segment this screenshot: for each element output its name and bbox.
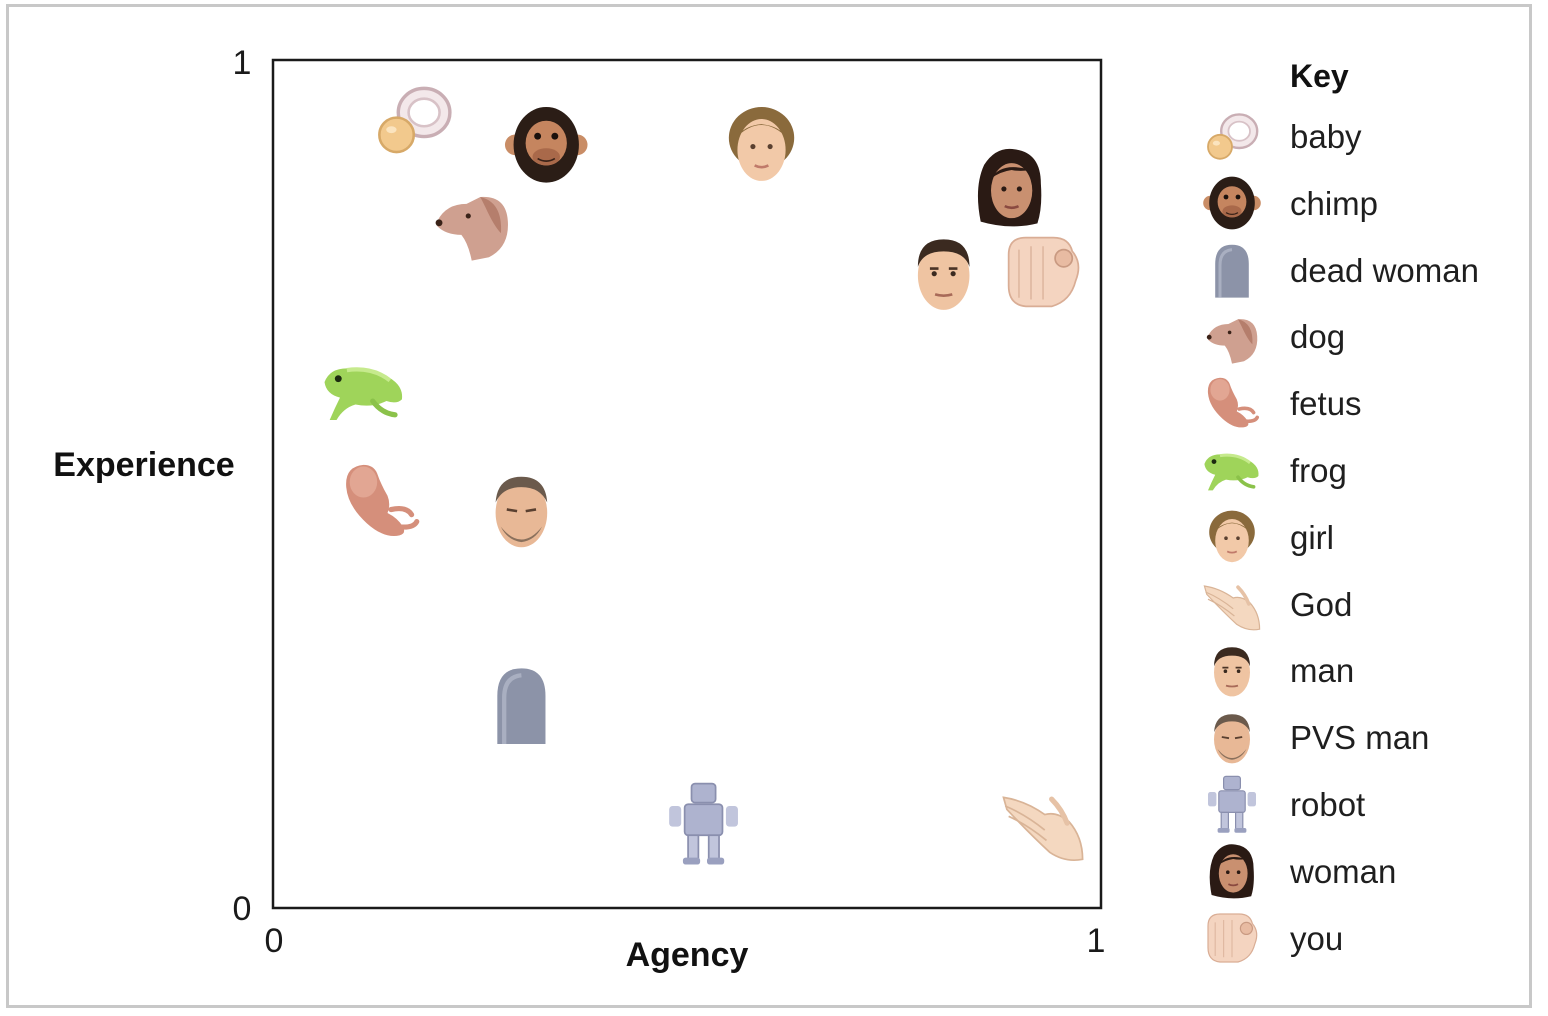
legend-item-dead-woman: dead woman	[1196, 240, 1516, 300]
frog-icon	[1202, 452, 1261, 493]
legend-item-you: you	[1196, 908, 1516, 968]
point-woman: woman	[976, 147, 1043, 228]
robot-icon	[1207, 775, 1257, 834]
x-axis-title: Agency	[626, 936, 749, 974]
pvs-man-icon	[494, 475, 549, 549]
legend-label: dog	[1290, 318, 1346, 356]
y-tick-label-min: 0	[233, 890, 252, 928]
legend-item-god: God	[1196, 574, 1516, 634]
legend-label: frog	[1290, 452, 1347, 489]
legend-item-girl: girl	[1196, 507, 1516, 567]
legend-item-baby: baby	[1196, 106, 1516, 166]
chimp-icon	[1202, 175, 1262, 230]
point-dead-woman: dead woman	[497, 668, 545, 744]
tombstone-icon	[497, 668, 545, 744]
legend-item-frog: frog	[1196, 440, 1516, 500]
y-axis-title: Experience	[53, 446, 234, 484]
legend-item-fetus: fetus	[1196, 373, 1516, 433]
dog-icon	[1206, 319, 1258, 364]
legend-label: chimp	[1290, 184, 1379, 222]
legend-title: Key	[1290, 58, 1349, 94]
legend-item-woman: woman	[1196, 841, 1516, 901]
pacifier-icon	[1206, 113, 1259, 161]
woman-icon	[976, 147, 1043, 228]
girl-icon	[1208, 509, 1256, 563]
legend-label: baby	[1290, 118, 1362, 155]
pointing-hand-icon	[1007, 236, 1080, 308]
legend-label: woman	[1290, 852, 1397, 890]
fetus-icon	[1206, 376, 1259, 430]
legend-label: dead woman	[1290, 251, 1479, 289]
pvs-man-icon	[1213, 713, 1251, 765]
tombstone-icon	[1213, 242, 1251, 299]
point-man: man	[916, 238, 971, 312]
legend-label: girl	[1290, 518, 1335, 556]
hands-icon	[1202, 583, 1262, 632]
point-you: you	[1007, 236, 1080, 308]
legend-item-dog: dog	[1196, 306, 1516, 366]
man-icon	[1213, 646, 1251, 698]
legend-item-robot: robot	[1196, 774, 1516, 834]
legend-label: PVS man	[1290, 719, 1430, 757]
legend-label: robot	[1290, 786, 1366, 823]
legend-item-man: man	[1196, 640, 1516, 700]
legend-label: you	[1290, 919, 1344, 957]
woman-icon	[1208, 843, 1255, 900]
y-tick-label-max: 1	[233, 44, 252, 82]
x-tick-label-min: 0	[265, 922, 284, 960]
pointing-hand-icon	[1207, 912, 1258, 963]
legend-item-pvs-man: PVS man	[1196, 707, 1516, 767]
legend-label: man	[1290, 652, 1355, 690]
x-tick-label-max: 1	[1087, 922, 1106, 960]
legend-label: God	[1290, 585, 1353, 623]
man-icon	[916, 238, 971, 312]
point-pvs-man: PVS man	[494, 475, 549, 549]
legend-label: fetus	[1290, 385, 1362, 423]
plot-area	[271, 58, 1103, 910]
legend-item-chimp: chimp	[1196, 173, 1516, 233]
